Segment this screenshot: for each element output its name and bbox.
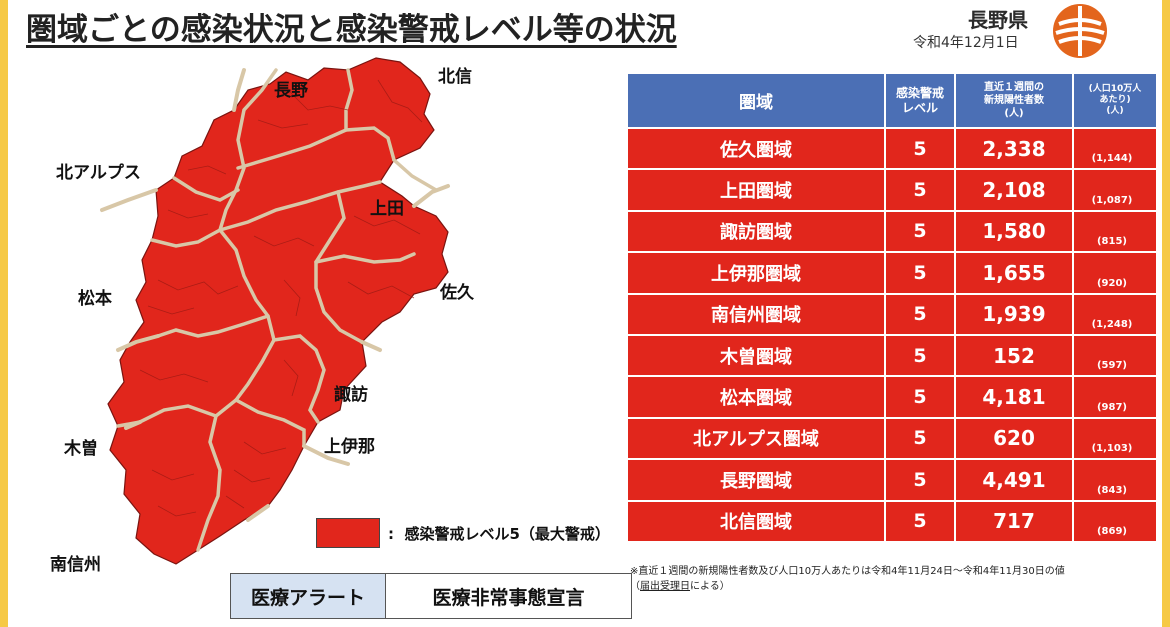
map-label-minamishinshu: 南信州 — [50, 555, 101, 575]
cell-region-name: 松本圏域 — [626, 375, 886, 419]
cell-region-name: 上伊那圏域 — [626, 251, 886, 295]
map-label-saku: 佐久 — [440, 283, 474, 303]
cell-weekly-cases: 4,181 — [954, 375, 1074, 419]
table-row: 北信圏域 5 717 (869) — [626, 499, 1158, 543]
cell-per-100k: (1,144) — [1072, 126, 1158, 171]
cell-region-name: 北アルプス圏域 — [626, 416, 886, 461]
cell-region-name: 南信州圏域 — [626, 292, 886, 336]
header-level: 感染警戒 レベル — [884, 72, 956, 129]
map-label-kamiina: 上伊那 — [324, 437, 375, 457]
cell-alert-level: 5 — [884, 126, 956, 171]
map-label-kiso: 木曽 — [64, 439, 98, 459]
map-label-hokushin: 北信 — [438, 67, 472, 87]
cell-weekly-cases: 2,338 — [954, 126, 1074, 171]
cell-alert-level: 5 — [884, 416, 956, 461]
region-status-table: 圏域 感染警戒 レベル 直近１週間の 新規陽性者数 (人) (人口10万人 あた… — [626, 72, 1158, 543]
cell-region-name: 佐久圏域 — [626, 126, 886, 171]
cell-weekly-cases: 717 — [954, 499, 1074, 543]
cell-per-100k: (597) — [1072, 333, 1158, 378]
cell-region-name: 諏訪圏域 — [626, 209, 886, 254]
legend-swatch — [316, 518, 380, 548]
slide-panel: 圏域ごとの感染状況と感染警戒レベル等の状況 長野県 令和4年12月1日 — [8, 0, 1162, 627]
cell-per-100k: (869) — [1072, 499, 1158, 543]
cell-alert-level: 5 — [884, 375, 956, 419]
map-label-kita-alps: 北アルプス — [56, 163, 141, 183]
cell-region-name: 北信圏域 — [626, 499, 886, 543]
cell-region-name: 木曽圏域 — [626, 333, 886, 378]
prefecture-shape — [107, 57, 449, 565]
cell-weekly-cases: 4,491 — [954, 458, 1074, 502]
prefecture-name: 長野県 — [968, 8, 1028, 32]
legend-text: : 感染警戒レベル5（最大警戒） — [388, 524, 610, 543]
cell-weekly-cases: 152 — [954, 333, 1074, 378]
cell-weekly-cases: 2,108 — [954, 168, 1074, 212]
table-row: 南信州圏域 5 1,939 (1,248) — [626, 292, 1158, 336]
table-row: 上伊那圏域 5 1,655 (920) — [626, 251, 1158, 295]
cell-weekly-cases: 1,655 — [954, 251, 1074, 295]
cell-weekly-cases: 1,580 — [954, 209, 1074, 254]
header-per-100k: (人口10万人 あたり) (人) — [1072, 72, 1158, 129]
table-row: 佐久圏域 5 2,338 (1,144) — [626, 126, 1158, 171]
page-title: 圏域ごとの感染状況と感染警戒レベル等の状況 — [26, 12, 677, 48]
map-label-ueda: 上田 — [370, 199, 404, 219]
map-label-suwa: 諏訪 — [334, 385, 368, 405]
cell-per-100k: (987) — [1072, 375, 1158, 419]
table-row: 北アルプス圏域 5 620 (1,103) — [626, 416, 1158, 461]
cell-per-100k: (815) — [1072, 209, 1158, 254]
map-legend: : 感染警戒レベル5（最大警戒） — [316, 518, 610, 548]
header-region: 圏域 — [626, 72, 886, 129]
cell-alert-level: 5 — [884, 209, 956, 254]
table-row: 諏訪圏域 5 1,580 (815) — [626, 209, 1158, 254]
cell-alert-level: 5 — [884, 333, 956, 378]
table-row: 長野圏域 5 4,491 (843) — [626, 458, 1158, 502]
cell-per-100k: (843) — [1072, 458, 1158, 502]
cell-alert-level: 5 — [884, 458, 956, 502]
cell-alert-level: 5 — [884, 499, 956, 543]
cell-alert-level: 5 — [884, 168, 956, 212]
prefecture-emblem-icon — [1053, 4, 1107, 58]
cell-region-name: 長野圏域 — [626, 458, 886, 502]
medical-alert-box: 医療アラート 医療非常事態宣言 — [230, 573, 632, 619]
map-label-nagano: 長野 — [274, 81, 308, 101]
table-row: 木曽圏域 5 152 (597) — [626, 333, 1158, 378]
cell-per-100k: (1,103) — [1072, 416, 1158, 461]
table-row: 松本圏域 5 4,181 (987) — [626, 375, 1158, 419]
cell-region-name: 上田圏域 — [626, 168, 886, 212]
medical-alert-value: 医療非常事態宣言 — [386, 574, 631, 618]
cell-per-100k: (920) — [1072, 251, 1158, 295]
nagano-region-map — [100, 57, 450, 565]
header-weekly-cases: 直近１週間の 新規陽性者数 (人) — [954, 72, 1074, 129]
footnote: ※直近１週間の新規陽性者数及び人口10万人あたりは令和4年11月24日～令和4年… — [630, 566, 1065, 592]
medical-alert-label: 医療アラート — [231, 574, 386, 618]
map-label-matsumoto: 松本 — [78, 289, 112, 309]
cell-alert-level: 5 — [884, 251, 956, 295]
cell-per-100k: (1,087) — [1072, 168, 1158, 212]
publication-date: 令和4年12月1日 — [913, 35, 1019, 51]
cell-weekly-cases: 620 — [954, 416, 1074, 461]
table-header-row: 圏域 感染警戒 レベル 直近１週間の 新規陽性者数 (人) (人口10万人 あた… — [626, 72, 1158, 129]
cell-weekly-cases: 1,939 — [954, 292, 1074, 336]
table-row: 上田圏域 5 2,108 (1,087) — [626, 168, 1158, 212]
cell-alert-level: 5 — [884, 292, 956, 336]
cell-per-100k: (1,248) — [1072, 292, 1158, 336]
